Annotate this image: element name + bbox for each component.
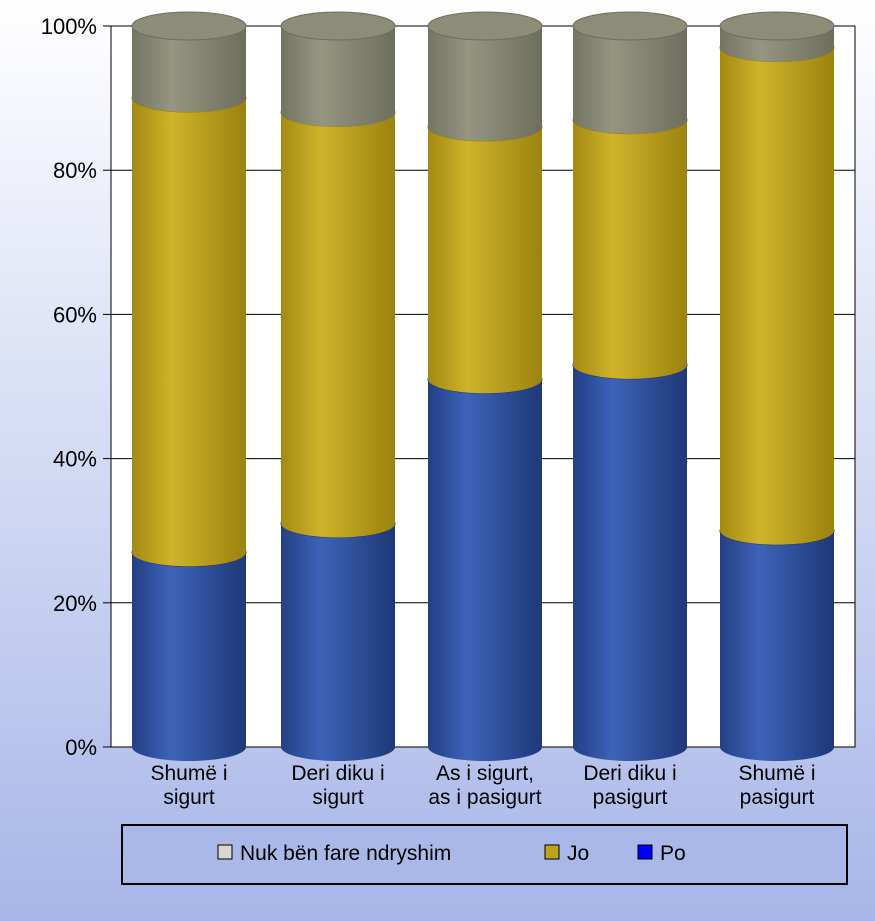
- bar-segment: [281, 523, 395, 761]
- y-tick-label: 40%: [53, 447, 97, 472]
- y-axis: 0% 20% 40% 60% 80% 100%: [41, 14, 111, 760]
- x-tick-label: Shumë i pasigurt: [738, 762, 815, 809]
- bar-segment: [132, 26, 246, 113]
- legend-label: Jo: [567, 842, 589, 865]
- legend-swatch: [637, 844, 653, 860]
- bar-segment: [428, 126, 542, 394]
- bar-segment: [428, 379, 542, 761]
- y-tick-label: 20%: [53, 591, 97, 616]
- bar-segment: [720, 530, 834, 761]
- bar-segment: [720, 47, 834, 545]
- x-tick-label: As i sigurt, as i pasigurt: [428, 762, 541, 809]
- bar-cap: [572, 11, 688, 41]
- bar-segment: [132, 98, 246, 567]
- bar-segment: [132, 552, 246, 761]
- bar-cap: [131, 11, 247, 41]
- bar-segment: [573, 119, 687, 379]
- x-tick-label: Deri diku i pasigurt: [583, 762, 676, 809]
- legend-box: [121, 824, 848, 885]
- x-axis: Shumë i sigurt Deri diku i sigurt As i sigur…: [150, 762, 815, 809]
- bar-segment: [428, 26, 542, 141]
- legend: Nuk bën fare ndryshim Jo Po: [121, 824, 848, 885]
- y-tick-label: 80%: [53, 158, 97, 183]
- y-tick-label: 0%: [65, 735, 97, 760]
- bar-segment: [573, 364, 687, 761]
- legend-swatch: [544, 844, 560, 860]
- bars-layer: [131, 11, 835, 761]
- legend-label: Nuk bën fare ndryshim: [240, 842, 451, 865]
- x-tick-label: Shumë i sigurt: [150, 762, 227, 809]
- legend-swatch: [217, 844, 233, 860]
- legend-label: Po: [660, 842, 686, 865]
- bar-cap: [427, 11, 543, 41]
- y-tick-label: 100%: [41, 14, 97, 39]
- bar-segment: [573, 26, 687, 134]
- x-tick-label: Deri diku i sigurt: [291, 762, 384, 809]
- y-tick-label: 60%: [53, 302, 97, 327]
- bar-cap: [719, 11, 835, 41]
- bar-cap: [280, 11, 396, 41]
- bar-segment: [281, 26, 395, 127]
- bar-segment: [281, 112, 395, 538]
